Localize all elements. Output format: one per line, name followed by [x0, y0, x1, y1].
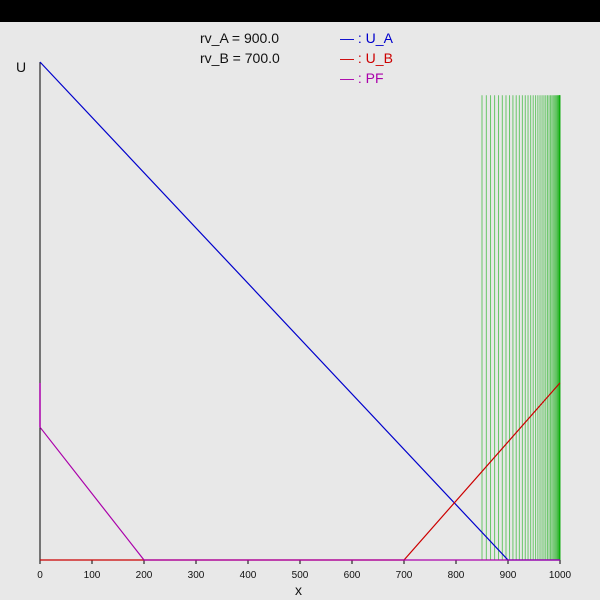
x-tick-label: 500: [292, 570, 309, 581]
legend-u-b: — : U_B: [340, 50, 393, 66]
x-axis-label: x: [295, 582, 302, 598]
x-tick-label: 100: [84, 570, 101, 581]
top-bar: [0, 0, 600, 22]
param-rv-b: rv_B = 700.0: [200, 50, 280, 66]
legend-pf: — : PF: [340, 70, 384, 86]
legend-u-a: — : U_A: [340, 30, 393, 46]
series-line-pf: [39, 426, 560, 561]
x-tick-label: 1000: [549, 570, 572, 581]
x-tick-label: 0: [37, 570, 43, 581]
x-tick-label: 900: [500, 570, 517, 581]
x-tick-label: 800: [448, 570, 465, 581]
x-tick-label: 200: [136, 570, 153, 581]
x-tick-label: 700: [396, 570, 413, 581]
param-rv-a: rv_A = 900.0: [200, 30, 280, 46]
x-tick-label: 400: [240, 570, 257, 581]
x-tick-label: 300: [188, 570, 205, 581]
y-axis-label: U: [16, 59, 27, 75]
x-tick-label: 600: [344, 570, 361, 581]
